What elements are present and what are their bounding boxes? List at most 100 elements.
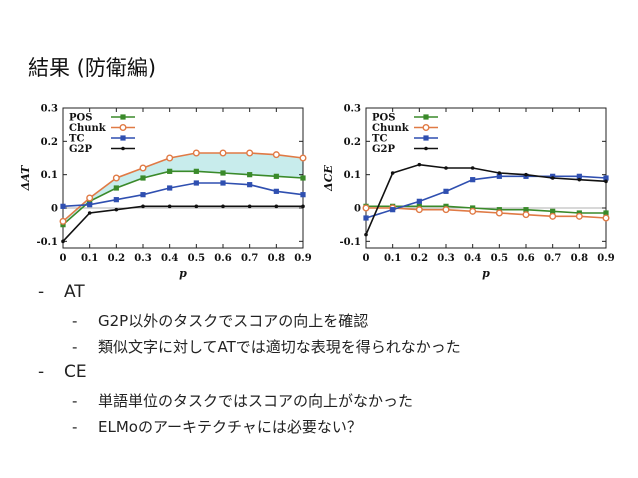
bullet-dash: - [72,418,78,436]
data-point-tc [443,188,449,194]
series-line-pos [62,170,304,226]
x-tick-label: 0.5 [188,253,205,264]
y-tick-label: 0.3 [41,104,58,115]
data-point-pos [300,175,306,181]
data-point-tc [300,192,306,198]
data-point-g2p [604,179,608,184]
series-line-tc [62,182,304,208]
data-point-tc [576,173,582,179]
legend-swatch-marker [423,135,429,141]
x-tick-label: 0.8 [268,253,285,264]
data-point-g2p [524,172,528,177]
data-point-g2p [87,211,92,215]
data-point-g2p [417,162,422,167]
x-tick-label: 0 [363,253,370,264]
data-point-chunk [362,204,370,212]
data-point-chunk [442,206,450,214]
data-point-chunk [112,174,120,182]
bullet-text: 類似文字に対してATでは適切な表現を得られなかった [98,338,461,356]
bullet-at-item-2: - 類似文字に対してATでは適切な表現を得られなかった [72,336,461,357]
bullet-text: G2P以外のタスクでスコアの向上を確認 [98,312,369,330]
x-tick-label: 0.7 [241,253,258,264]
legend-swatch-marker [119,124,127,132]
data-point-g2p [364,232,368,237]
legend-swatch-marker [423,114,429,120]
data-point-chunk [59,217,67,225]
bullet-at-label: AT [64,282,85,302]
data-point-g2p [550,176,555,180]
y-tick-label: 0.1 [41,170,58,181]
data-point-tc [220,180,226,186]
y-tick-label: -0.1 [36,237,58,248]
legend-label-g2p: G2P [69,144,92,155]
data-point-chunk [192,149,200,157]
legend-swatch-marker [422,124,430,132]
data-point-chunk [299,154,307,162]
data-point-chunk [575,212,583,220]
x-tick-label: 0.4 [464,253,481,264]
shaded-band [63,153,303,225]
data-point-g2p [497,171,502,175]
bullet-at-item-1: - G2P以外のタスクでスコアの向上を確認 [72,310,368,331]
bullet-dash: - [72,392,78,410]
chart-svg: -0.100.10.20.30 0.1 0.2 0.3 0.4 0.5 0.6 0.7 0.8 0… [322,104,615,281]
data-point-pos [113,185,119,191]
x-tick-label: 0.2 [411,253,428,264]
x-tick-label: 0.6 [517,253,534,264]
series-line-chunk [366,207,607,219]
data-point-tc [193,180,199,186]
data-point-pos [523,207,529,213]
data-point-tc [140,192,146,198]
x-axis-label: p [179,267,187,280]
x-tick-label: 0.1 [81,253,98,264]
legend-swatch-marker [120,114,126,120]
y-tick-label: 0.3 [344,104,361,115]
slide-title: 結果 (防衛編) [28,56,157,80]
data-point-tc [167,185,173,191]
y-tick-label: 0.1 [344,170,361,181]
bullet-dash: - [38,362,45,382]
legend-swatch-marker [121,146,125,151]
chart-ce: -0.1 0 0.1 0.2 0.3 0 0.1 0.2 0.3 0.4 0.5 0.6 0.7 0.8 0… [318,100,618,281]
legend-label-tc: TC [372,134,387,145]
x-tick-label: 0.9 [294,253,311,264]
bullet-ce: - CE [38,362,87,382]
data-point-pos [193,168,199,174]
y-tick-label: 0.2 [344,137,361,148]
x-tick-label: 0 [60,253,67,264]
data-point-tc [390,207,396,213]
legend-swatch-marker [424,146,428,151]
series-line-g2p [62,205,303,242]
data-point-g2p [194,204,199,209]
data-point-g2p [470,166,475,170]
data-point-pos [273,173,279,179]
data-point-chunk [86,194,94,202]
data-point-chunk [166,154,174,162]
y-tick-label: 0.2 [41,137,58,148]
chart-svg: -0.100.10.20.30 0.1 0.2 0.3 0.4 0.5 0.6 0.7 0.8 0… [19,104,312,281]
data-point-g2p [167,204,172,209]
data-point-chunk [602,214,610,222]
data-point-g2p [444,166,448,170]
x-tick-label: 0.8 [571,253,588,264]
bullet-text: ELMoのアーキテクチャには必要ない？ [98,418,362,436]
data-point-chunk [549,212,557,220]
chart-at: -0.1 0 0.1 0.2 0.3 0 0.1 0.2 0.3 0.4 0.5 0.6 0.7 0.8 0… [15,100,315,281]
data-point-pos [603,210,609,216]
data-point-tc [60,203,66,209]
legend-label-chunk: Chunk [69,123,107,134]
y-tick-label: 0 [354,204,361,215]
data-point-g2p [390,171,395,175]
x-tick-label: 0.4 [161,253,178,264]
x-axis-label: p [482,267,490,280]
x-tick-label: 0.7 [544,253,561,264]
series-line-tc [365,175,607,219]
legend-label-pos: POS [372,113,395,124]
y-tick-label: 0 [51,204,58,215]
data-point-tc [416,198,422,204]
data-point-chunk [139,164,147,172]
bullet-dash: - [72,312,78,330]
data-point-chunk [495,209,503,217]
bullet-ce-item-1: - 単語単位のタスクではスコアの向上がなかった [72,390,413,411]
x-tick-label: 0.3 [437,253,454,264]
